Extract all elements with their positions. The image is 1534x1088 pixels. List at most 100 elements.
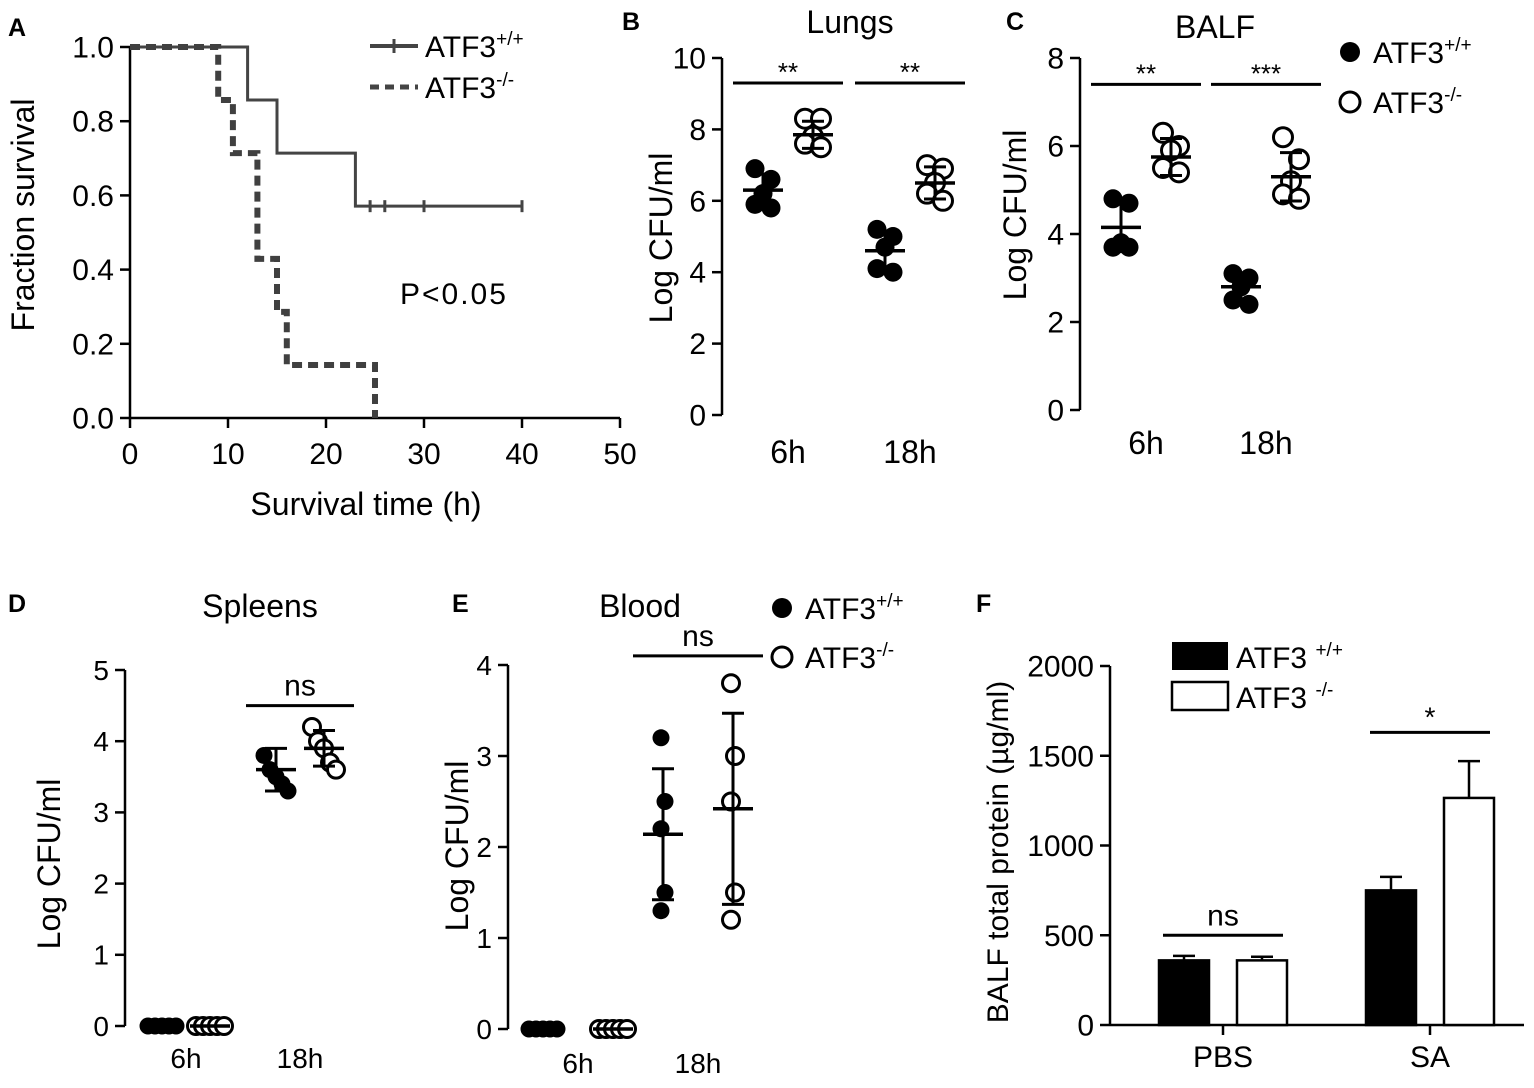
plot-area-f: ns * bbox=[1157, 701, 1496, 1027]
y-tick-label: 3 bbox=[93, 797, 109, 828]
legend-label-wt-c: ATF3+/+ bbox=[1373, 35, 1472, 70]
x-category-label: 6h bbox=[770, 434, 806, 470]
x-axis-label-a: Survival time (h) bbox=[250, 486, 481, 522]
legend-a: ATF3+/+ ATF3-/- bbox=[370, 29, 524, 105]
title-b: Lungs bbox=[806, 4, 893, 40]
y-tick-label: 4 bbox=[93, 726, 109, 757]
legend-marker-wt-e bbox=[772, 598, 792, 618]
x-tick-label: 10 bbox=[211, 438, 244, 471]
bar-atf3-ko bbox=[1442, 796, 1496, 1027]
axes-b: 0 2 4 6 8 10 6h 18h bbox=[673, 43, 937, 471]
y-tick-label: 2 bbox=[689, 328, 706, 361]
y-tick-label: 0 bbox=[689, 400, 706, 433]
panel-a: A Fraction survival Survival time (h) P<… bbox=[5, 14, 637, 522]
y-tick-label: 0 bbox=[476, 1014, 492, 1045]
panel-d: D Spleens Log CFU/ml 0 1 2 3 4 5 6h 18h ns bbox=[8, 588, 354, 1074]
y-tick-label: 0.8 bbox=[72, 106, 114, 139]
panel-label-e: E bbox=[452, 590, 469, 618]
title-e: Blood bbox=[599, 588, 681, 624]
data-point-atf3-ko bbox=[721, 673, 741, 694]
panel-f: F BALF total protein (µg/ml) 0 500 1000 150… bbox=[976, 590, 1524, 1074]
data-point-atf3-wt bbox=[656, 884, 674, 901]
plot-area-a bbox=[130, 44, 524, 418]
x-category-label: 18h bbox=[675, 1048, 722, 1079]
significance-label: ** bbox=[778, 57, 798, 87]
legend-label-wt: ATF3+/+ bbox=[425, 29, 524, 64]
data-point-atf3-ko bbox=[932, 189, 954, 212]
data-point-atf3-ko bbox=[721, 909, 741, 930]
data-point-atf3-wt bbox=[745, 194, 765, 214]
legend-swatch-ko-f bbox=[1170, 680, 1230, 712]
y-tick-label: 6 bbox=[1047, 131, 1064, 164]
axes-f: 0 500 1000 1500 2000 PBS SA bbox=[1027, 651, 1524, 1074]
bar-atf3-ko bbox=[1235, 959, 1289, 1027]
y-tick-label: 10 bbox=[673, 43, 706, 76]
significance-label: ns bbox=[284, 670, 316, 703]
significance-label: ns bbox=[1207, 899, 1239, 932]
data-point-atf3-ko bbox=[725, 746, 745, 766]
x-tick-label: 40 bbox=[505, 438, 538, 471]
axes-d: 0 1 2 3 4 5 6h 18h bbox=[93, 655, 323, 1074]
survival-curve-atf3-wt bbox=[130, 45, 522, 208]
legend-e: ATF3+/+ ATF3-/- bbox=[770, 591, 904, 675]
data-point-atf3-wt bbox=[761, 198, 781, 218]
title-d: Spleens bbox=[202, 588, 318, 624]
y-tick-label: 1 bbox=[93, 940, 109, 971]
y-tick-label: 8 bbox=[689, 114, 706, 147]
y-axis-label-c: Log CFU/ml bbox=[997, 130, 1033, 301]
significance-label: ** bbox=[1136, 58, 1156, 88]
legend-marker-ko-c bbox=[1338, 90, 1362, 114]
y-tick-label: 2 bbox=[476, 832, 492, 863]
x-category-label: 6h bbox=[1128, 425, 1164, 461]
x-category-label: SA bbox=[1410, 1041, 1450, 1074]
data-point-atf3-wt bbox=[883, 262, 903, 282]
y-axis-label-f: BALF total protein (µg/ml) bbox=[982, 681, 1015, 1023]
y-tick-label: 500 bbox=[1044, 920, 1094, 953]
legend-swatch-wt-f bbox=[1172, 642, 1228, 670]
y-tick-label: 8 bbox=[1047, 43, 1064, 76]
y-tick-label: 2 bbox=[1047, 307, 1064, 340]
data-point-atf3-wt bbox=[652, 729, 670, 747]
legend-label-ko: ATF3-/- bbox=[425, 70, 514, 105]
x-category-label: 6h bbox=[562, 1048, 593, 1079]
panel-label-d: D bbox=[8, 590, 26, 618]
panel-b: B Lungs Log CFU/ml 0 2 4 6 8 10 6h 18h ** ** bbox=[622, 4, 965, 470]
panel-e: E Blood Log CFU/ml 0 1 2 3 4 6h 18h ns ATF3+/+… bbox=[439, 588, 904, 1079]
panel-label-a: A bbox=[8, 14, 26, 42]
p-value-annotation: P<0.05 bbox=[400, 278, 508, 311]
y-tick-label: 0.6 bbox=[72, 180, 114, 213]
y-tick-label: 0 bbox=[1077, 1010, 1094, 1043]
data-point-atf3-ko bbox=[326, 759, 346, 780]
y-tick-label: 1.0 bbox=[72, 32, 114, 65]
x-tick-label: 0 bbox=[122, 438, 139, 471]
x-tick-label: 30 bbox=[407, 438, 440, 471]
y-tick-label: 4 bbox=[476, 650, 492, 681]
y-tick-label: 1 bbox=[476, 923, 492, 954]
y-axis-label-a: Fraction survival bbox=[5, 99, 41, 332]
data-point-atf3-wt bbox=[279, 782, 297, 800]
panel-label-c: C bbox=[1006, 8, 1024, 36]
significance-label: ns bbox=[682, 620, 714, 653]
legend-label-wt-f: ATF3 +/+ bbox=[1236, 640, 1343, 675]
legend-label-ko-e: ATF3-/- bbox=[805, 640, 894, 675]
plot-area-c: ** *** bbox=[1091, 58, 1321, 314]
y-axis-label-b: Log CFU/ml bbox=[643, 153, 679, 324]
data-point-atf3-wt bbox=[652, 902, 670, 920]
x-category-label: 18h bbox=[277, 1043, 324, 1074]
x-category-label: 6h bbox=[170, 1043, 201, 1074]
legend-c: ATF3+/+ ATF3-/- bbox=[1338, 35, 1472, 120]
significance-label: ** bbox=[900, 57, 920, 87]
y-tick-label: 0 bbox=[1047, 395, 1064, 428]
x-category-label: 18h bbox=[1239, 425, 1292, 461]
x-tick-label: 20 bbox=[309, 438, 342, 471]
data-point-atf3-wt bbox=[867, 219, 887, 239]
plot-area-d: ns bbox=[139, 670, 354, 1036]
y-axis-label-e: Log CFU/ml bbox=[439, 761, 475, 932]
y-tick-label: 3 bbox=[476, 741, 492, 772]
axes-c: 0 2 4 6 8 6h 18h bbox=[1047, 43, 1292, 462]
y-tick-label: 6 bbox=[689, 185, 706, 218]
legend-marker-ko-e bbox=[770, 645, 794, 669]
data-point-atf3-wt bbox=[867, 259, 887, 279]
legend-f: ATF3 +/+ ATF3 -/- bbox=[1170, 640, 1343, 715]
